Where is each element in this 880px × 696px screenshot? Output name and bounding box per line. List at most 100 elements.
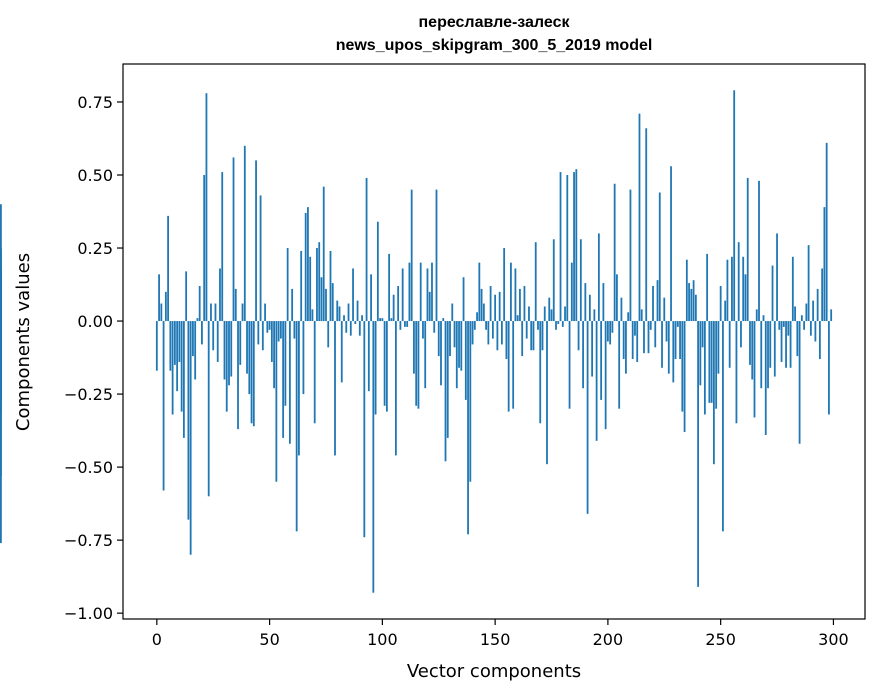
bar-197: [600, 321, 603, 400]
bar-185: [573, 172, 575, 322]
bar-97: [374, 321, 377, 415]
y-axis-label: Components values: [13, 253, 34, 431]
bar-2: [160, 303, 163, 322]
bar-135: [460, 321, 463, 371]
bar-231: [676, 321, 679, 327]
bar-123: [433, 321, 436, 333]
bar-8: [173, 321, 176, 365]
bar-47: [261, 321, 264, 351]
bar-5: [167, 215, 169, 322]
bar-158: [512, 321, 515, 409]
bar-149: [491, 321, 494, 339]
bar-17: [194, 321, 197, 380]
bar-94: [367, 321, 370, 392]
bar-70: [313, 321, 316, 424]
bar-20: [201, 321, 203, 345]
bar-66: [304, 212, 307, 322]
bar-296: [823, 207, 826, 322]
bar-155: [505, 321, 508, 360]
bar-132: [453, 321, 456, 348]
bar-65: [302, 321, 305, 395]
bar-98: [376, 221, 379, 322]
bar-260: [742, 256, 745, 322]
bar-111: [406, 321, 409, 327]
bar-277: [780, 321, 783, 362]
bar-172: [543, 306, 546, 322]
bar-22: [205, 93, 208, 322]
bar-83: [343, 315, 345, 322]
bar-184: [570, 262, 573, 322]
bar-undefined: [0, 321, 2, 357]
bar-136: [462, 277, 465, 322]
bar-223: [658, 192, 661, 322]
bar-84: [345, 321, 348, 333]
bar-6: [169, 321, 172, 371]
bar-148: [489, 286, 492, 322]
bar-11: [180, 321, 183, 412]
bar-131: [451, 303, 454, 322]
bar-176: [552, 239, 555, 322]
bar-26: [214, 303, 217, 322]
bar-51: [270, 321, 273, 362]
bar-196: [597, 233, 600, 322]
bar-256: [733, 90, 736, 322]
bar-60: [291, 288, 294, 322]
bar-124: [435, 189, 438, 322]
bar-64: [300, 250, 303, 322]
bar-284: [796, 321, 799, 357]
bar-268: [760, 321, 763, 389]
bar-283: [794, 306, 796, 322]
bar-100: [381, 318, 384, 322]
x-tick-label: 300: [818, 630, 849, 649]
bar-244: [706, 253, 709, 322]
bar-53: [275, 321, 278, 482]
bar-55: [279, 321, 282, 339]
bar-289: [807, 245, 810, 322]
bar-193: [591, 321, 593, 377]
bar-191: [586, 321, 589, 514]
bar-43: [252, 321, 255, 427]
bar-75: [325, 288, 327, 322]
bar-203: [613, 183, 616, 322]
bar-233: [681, 321, 684, 412]
bar-139: [469, 321, 472, 482]
x-tick-label: 50: [259, 630, 279, 649]
bar-182: [566, 175, 569, 322]
bar-186: [575, 169, 578, 322]
bar-154: [503, 248, 506, 322]
bar-142: [476, 312, 478, 322]
bar-54: [277, 321, 280, 342]
y-axis-ticks: −1.00 −0.75 −0.50 −0.25 0.00 0.25 0.50 0.75: [64, 93, 123, 623]
bar-246: [710, 321, 713, 403]
bar-270: [764, 321, 767, 435]
bar-286: [800, 315, 803, 322]
bar-109: [401, 268, 404, 322]
bar-206: [620, 297, 623, 322]
bar-4: [164, 291, 167, 322]
bar-61: [293, 321, 296, 339]
bar-210: [629, 189, 632, 322]
bar-161: [519, 288, 521, 322]
bar-211: [631, 321, 634, 360]
bar-225: [663, 297, 666, 322]
bar-116: [417, 321, 420, 409]
chart-title-line-1: переславле-залеск: [419, 14, 571, 31]
bar-35: [234, 288, 237, 322]
bar-269: [762, 315, 765, 322]
bar-235: [685, 259, 688, 322]
bar-52: [273, 321, 275, 389]
y-tick-label: −1.00: [64, 604, 113, 623]
bar-146: [485, 321, 487, 330]
bar-undefined: [0, 321, 2, 412]
bar-25: [212, 321, 215, 351]
bar-23: [207, 321, 210, 497]
bar-214: [638, 113, 641, 322]
x-tick-label: 0: [152, 630, 162, 649]
bar-86: [349, 321, 352, 336]
bar-71: [316, 248, 318, 322]
bar-147: [487, 321, 490, 345]
bar-68: [309, 256, 312, 322]
bar-230: [674, 321, 677, 360]
bar-297: [825, 142, 828, 322]
bar-276: [778, 321, 781, 330]
